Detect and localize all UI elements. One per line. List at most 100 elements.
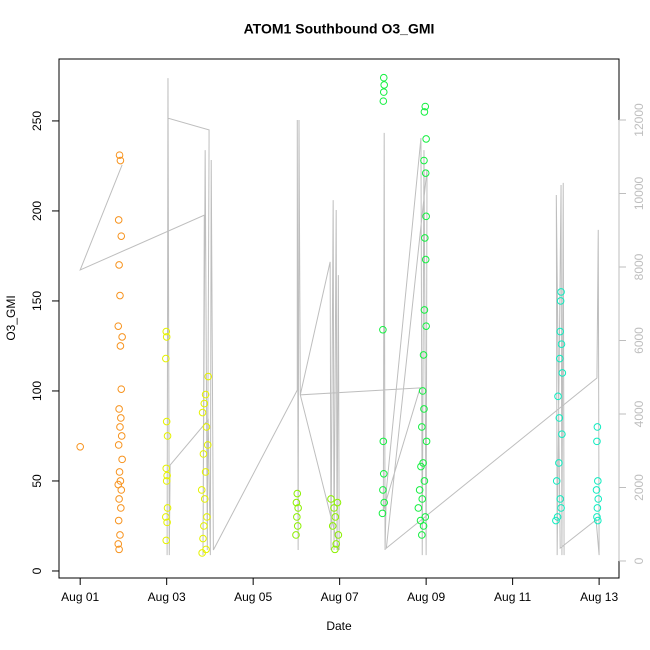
point xyxy=(379,97,388,105)
point xyxy=(419,351,428,359)
point xyxy=(556,495,564,503)
point xyxy=(418,531,426,539)
point xyxy=(558,369,567,377)
point xyxy=(557,340,566,348)
x-tick-label: Aug 09 xyxy=(407,590,445,604)
point xyxy=(117,432,126,440)
point xyxy=(293,522,302,530)
point xyxy=(292,498,301,507)
point xyxy=(114,441,123,449)
point xyxy=(117,232,126,240)
point xyxy=(162,477,171,485)
point xyxy=(204,372,212,381)
point xyxy=(418,495,427,503)
point xyxy=(418,423,426,431)
point xyxy=(162,327,171,336)
x-tick-label: Aug 11 xyxy=(494,590,531,604)
point xyxy=(331,545,339,554)
point xyxy=(328,522,337,530)
y-tick-label: 100 xyxy=(30,381,44,401)
point xyxy=(419,522,428,530)
point xyxy=(556,327,564,336)
point xyxy=(115,405,123,413)
point xyxy=(422,322,430,330)
point xyxy=(115,261,123,269)
point xyxy=(162,354,170,363)
point xyxy=(115,151,124,159)
point xyxy=(379,437,388,446)
point xyxy=(116,342,125,350)
point xyxy=(116,531,124,539)
point xyxy=(558,430,566,438)
y2-tick-label: 4000 xyxy=(632,400,646,427)
y-axis-label: O3_GMI xyxy=(4,295,18,340)
point xyxy=(116,156,125,165)
point xyxy=(162,464,171,473)
y2-tick-label: 10000 xyxy=(632,176,646,210)
point xyxy=(116,423,124,431)
x-tick-label: Aug 03 xyxy=(148,590,186,604)
point xyxy=(553,513,562,521)
point xyxy=(420,405,428,413)
point xyxy=(593,437,601,446)
point xyxy=(421,169,430,177)
point xyxy=(379,469,388,478)
point xyxy=(118,333,126,341)
point xyxy=(202,423,211,431)
point xyxy=(114,216,123,224)
point xyxy=(200,495,209,503)
point xyxy=(332,540,340,548)
point xyxy=(557,288,565,296)
y2-tick-label: 2000 xyxy=(632,474,646,501)
point xyxy=(201,468,210,476)
point xyxy=(202,545,210,554)
point xyxy=(163,504,172,512)
point xyxy=(200,399,209,408)
point xyxy=(593,423,602,431)
point xyxy=(379,73,388,82)
point xyxy=(116,291,124,300)
point xyxy=(555,414,564,422)
point xyxy=(555,459,563,467)
point xyxy=(422,135,430,143)
point xyxy=(114,516,123,525)
point xyxy=(552,516,560,525)
point xyxy=(414,504,423,512)
point xyxy=(203,441,212,449)
point xyxy=(162,536,171,545)
point xyxy=(162,333,171,341)
y2-tick-label: 12000 xyxy=(632,103,646,137)
point xyxy=(422,212,430,221)
point xyxy=(420,477,429,485)
point xyxy=(592,486,601,494)
point xyxy=(201,390,210,399)
point xyxy=(198,408,207,417)
point xyxy=(594,495,603,503)
point xyxy=(420,108,429,116)
point xyxy=(555,354,564,363)
point xyxy=(330,504,338,512)
point xyxy=(117,414,125,422)
point xyxy=(554,392,562,401)
point xyxy=(199,450,208,458)
point xyxy=(163,518,171,527)
point xyxy=(422,437,431,446)
y-tick-label: 0 xyxy=(30,567,44,574)
y2-tick-label: 0 xyxy=(632,557,646,564)
point xyxy=(117,385,126,393)
point xyxy=(552,477,561,485)
y-tick-label: 50 xyxy=(30,474,44,488)
y-tick-label: 150 xyxy=(30,291,44,311)
point xyxy=(162,513,170,521)
point xyxy=(293,489,302,498)
point xyxy=(593,513,601,521)
point xyxy=(200,522,208,530)
point xyxy=(418,387,427,395)
point xyxy=(76,442,84,451)
point xyxy=(380,81,388,89)
point xyxy=(198,549,206,557)
y-tick-label: 250 xyxy=(30,111,44,131)
y-tick-label: 200 xyxy=(30,201,44,221)
